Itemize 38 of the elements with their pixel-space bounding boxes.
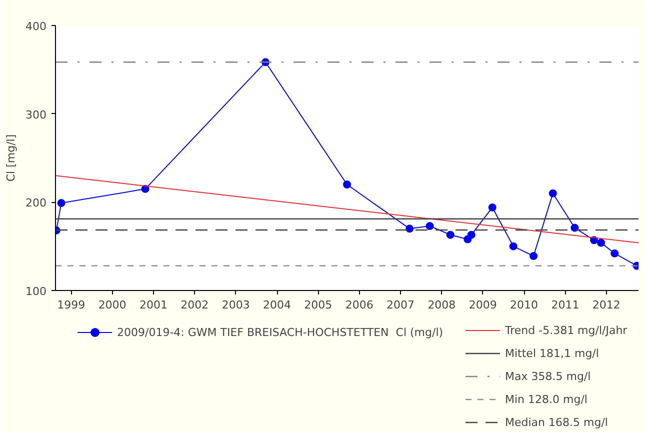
- y-tick-label: 300: [26, 108, 47, 122]
- point: [467, 230, 476, 239]
- x-tick-label: 2010: [510, 298, 538, 312]
- x-tick-label: 2011: [551, 298, 580, 312]
- y-axis-title: Cl [mg/l]: [4, 134, 18, 182]
- x-tick-label: 2004: [263, 298, 292, 312]
- x-tick-label: 2003: [222, 298, 250, 312]
- x-tick-label: 2000: [98, 298, 126, 312]
- point: [426, 222, 434, 230]
- point: [509, 242, 518, 250]
- x-tick-label: 2005: [304, 298, 332, 312]
- x-tick-label: 2008: [428, 298, 456, 312]
- x-tick-label: 2006: [345, 298, 374, 312]
- point: [610, 249, 619, 258]
- legend-label: Trend -5.381 mg/l/Jahr: [505, 322, 628, 338]
- legend-label: Min 128.0 mg/l: [505, 392, 588, 408]
- y-tick-label: 100: [26, 285, 47, 298]
- point: [530, 252, 538, 260]
- point: [343, 180, 351, 188]
- x-tick-label: 2012: [592, 298, 620, 312]
- point: [570, 224, 579, 232]
- legend-label: 2009/019-4: GWM TIEF BREISACH-HOCHSTETTEN Cl (mg/l): [117, 324, 444, 340]
- point: [446, 230, 454, 239]
- x-tick-label: 2001: [139, 298, 168, 312]
- x-tick-label: 2002: [180, 298, 209, 312]
- x-tick-label: 2007: [386, 298, 415, 312]
- legend-label: Max 358.5 mg/l: [505, 368, 591, 384]
- legend-label: Mittel 181,1 mg/l: [505, 346, 599, 362]
- x-tick-label: 1999: [57, 298, 86, 312]
- y-tick-label: 400: [26, 20, 47, 33]
- point: [57, 199, 66, 208]
- legend-label: Median 168.5 mg/l: [505, 414, 608, 430]
- point: [406, 224, 414, 233]
- y-tick-label: 200: [26, 196, 47, 210]
- point: [597, 238, 606, 247]
- point: [548, 189, 557, 198]
- point: [488, 203, 496, 212]
- x-tick-label: 2009: [468, 298, 497, 312]
